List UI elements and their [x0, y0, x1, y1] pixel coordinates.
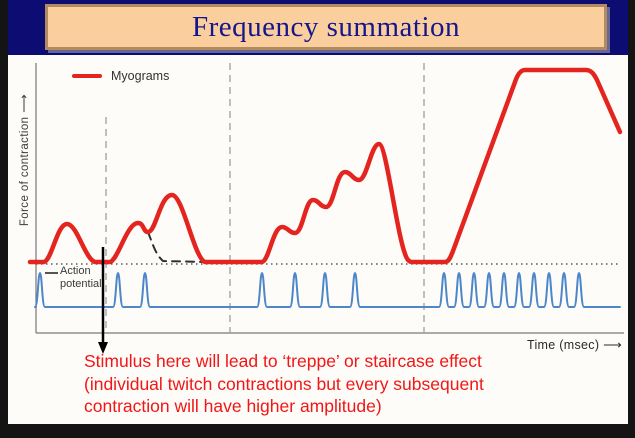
action-potential-trace: [34, 272, 621, 308]
caption-line-1: Stimulus here will lead to ‘treppe’ or s…: [84, 351, 482, 371]
caption-line-2: (individual twitch contractions but ever…: [84, 373, 484, 394]
header-band: Frequency summation: [8, 0, 628, 55]
myogram-curve: [27, 67, 623, 265]
legend-label: Myograms: [111, 69, 170, 83]
title-box: Frequency summation: [45, 4, 607, 50]
region-dividers: [105, 63, 425, 333]
x-axis-label: Time (msec) ⟶: [527, 337, 622, 353]
page-title: Frequency summation: [191, 11, 461, 43]
action-potential-label-line1: Action: [60, 265, 91, 277]
chart-panel: Myograms Force of contraction ⟶ Action p…: [8, 55, 628, 424]
y-axis-label-text: Force of contraction: [19, 116, 31, 227]
physiology-chart: [27, 63, 624, 354]
relaxation-dashed-curve: [147, 231, 208, 263]
y-axis-label: Force of contraction ⟶: [16, 52, 32, 268]
action-potential-pointer-line: [45, 272, 58, 274]
right-arrow-icon: ⟶: [603, 337, 622, 352]
x-axis-label-text: Time (msec): [527, 338, 600, 352]
action-potential-label-line2: potential: [60, 278, 102, 290]
myogram-legend-swatch: [72, 74, 102, 78]
legend: Myograms: [72, 69, 169, 83]
caption-line-3: contraction will have higher amplitude): [84, 396, 382, 416]
action-potential-label: Action potential: [60, 265, 102, 291]
stimulus-arrow: [98, 247, 108, 354]
up-arrow-icon: ⟶: [16, 93, 31, 113]
stimulus-caption: Stimulus here will lead to ‘treppe’ or s…: [84, 350, 604, 418]
